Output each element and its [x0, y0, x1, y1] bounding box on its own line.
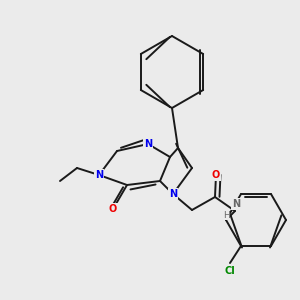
Text: Cl: Cl [225, 266, 236, 276]
Text: N: N [144, 139, 152, 149]
Text: N: N [95, 170, 103, 180]
Text: O: O [212, 170, 220, 180]
Text: H: H [223, 211, 230, 220]
Text: N: N [169, 189, 177, 199]
Text: O: O [109, 204, 117, 214]
Text: N: N [232, 199, 240, 209]
